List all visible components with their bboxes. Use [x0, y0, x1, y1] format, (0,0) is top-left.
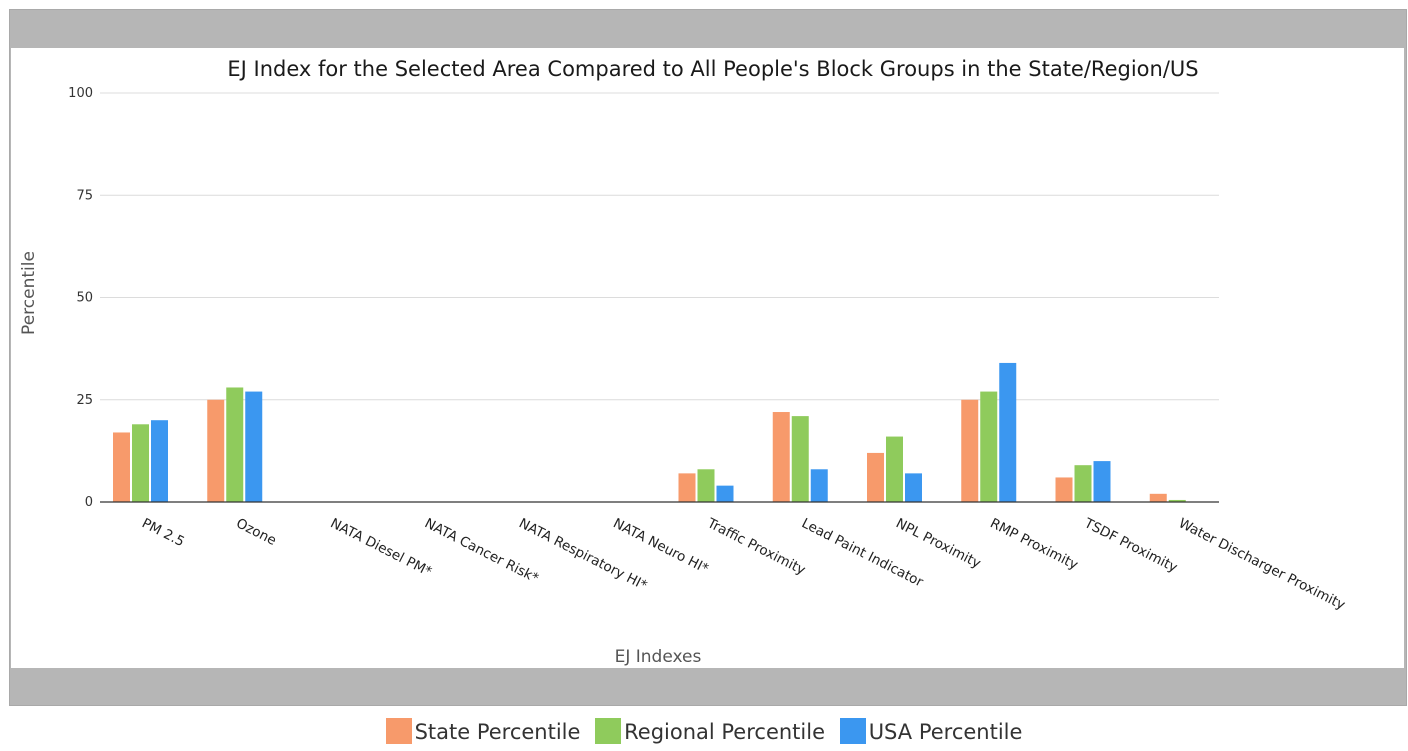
legend-item-regional[interactable]: Regional Percentile [595, 718, 825, 744]
y-tick-label: 25 [76, 393, 93, 408]
bar [1093, 461, 1111, 502]
gridlines [100, 92, 1219, 401]
legend-swatch-state [385, 718, 412, 744]
bar [132, 424, 149, 502]
bar [961, 399, 979, 502]
bar [905, 473, 922, 502]
bars [113, 362, 1186, 502]
legend-label-regional: Regional Percentile [624, 720, 825, 744]
bar [226, 387, 244, 502]
x-tick-label: Ozone [233, 515, 278, 549]
y-tick-label: 75 [76, 188, 93, 203]
y-tick-label: 50 [76, 291, 93, 306]
legend-swatch-usa [839, 718, 866, 744]
bar [678, 473, 696, 502]
bar-chart: EJ Index for the Selected Area Compared … [19, 57, 1348, 667]
bar [207, 399, 225, 502]
bar [697, 469, 715, 502]
x-tick-label: Water Discharger Proximity [1176, 515, 1348, 613]
chart-title: EJ Index for the Selected Area Compared … [227, 57, 1198, 81]
x-tick-label: PM 2.5 [139, 515, 187, 550]
y-tick-label: 0 [85, 495, 93, 510]
bar [716, 485, 734, 502]
y-tick-label: 100 [68, 86, 93, 101]
legend: State Percentile Regional Percentile USA… [0, 718, 1408, 744]
chart-panel: EJ Index for the Selected Area Compared … [11, 48, 1404, 668]
bar [999, 362, 1017, 502]
bar [886, 436, 903, 502]
bar [791, 416, 809, 502]
bar [1149, 493, 1167, 502]
bar [1168, 499, 1186, 502]
bar [980, 391, 998, 502]
legend-item-state[interactable]: State Percentile [385, 718, 581, 744]
x-tick-label: Traffic Proximity [704, 515, 808, 579]
bar [1074, 465, 1092, 502]
legend-label-usa: USA Percentile [868, 720, 1023, 744]
bar [151, 420, 168, 502]
bar [113, 432, 130, 502]
x-tick-label: TSDF Proximity [1081, 515, 1180, 576]
x-axis-label: EJ Indexes [615, 647, 702, 667]
y-axis-label: Percentile [19, 251, 39, 335]
x-tick-label: RMP Proximity [987, 515, 1080, 573]
x-tick-label: NATA Diesel PM* [328, 515, 435, 580]
x-tick-label: NPL Proximity [893, 515, 983, 571]
bar [867, 452, 884, 502]
category-labels: PM 2.5 Ozone NATA Diesel PM*NATA Cancer Ri… [139, 515, 1347, 614]
legend-item-usa[interactable]: USA Percentile [839, 718, 1023, 744]
bar [810, 469, 828, 502]
y-axis-ticks: 0 25 50 75 100 [68, 86, 93, 510]
bar [245, 391, 263, 502]
bar [772, 412, 790, 502]
legend-swatch-regional [595, 718, 622, 744]
legend-label-state: State Percentile [414, 720, 581, 744]
bar [1055, 477, 1073, 502]
